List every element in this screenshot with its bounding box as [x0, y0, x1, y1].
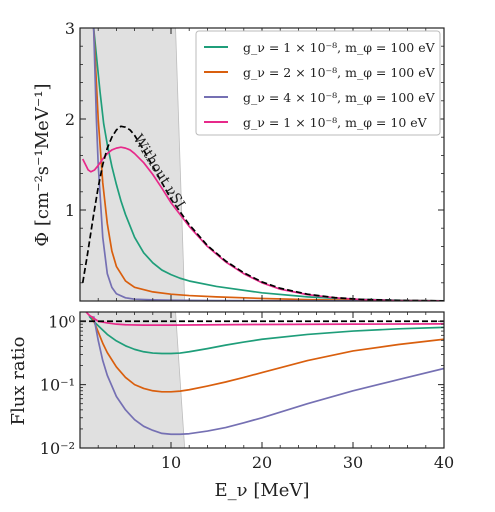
series-line-4 [81, 125, 444, 301]
y-tick-label: 10⁻¹ [40, 376, 75, 395]
legend: g_ν = 1 × 10⁻⁸, m_φ = 100 eV g_ν = 2 × 1… [195, 30, 441, 136]
x-tick-label: 10 [161, 453, 181, 472]
y-tick-label: 10⁰ [48, 312, 75, 331]
y-tick-label: 10⁻² [40, 439, 75, 458]
y-tick-label: 3 [65, 19, 75, 38]
flux-y-axis-label: Φ [cm⁻²s⁻¹MeV⁻¹] [32, 83, 53, 246]
shaded-region [80, 312, 186, 448]
series-line-1 [92, 28, 444, 301]
y-tick-label: 1 [65, 201, 75, 220]
shaded-region-area [80, 312, 186, 448]
series-line-0 [88, 315, 444, 355]
ratio-series-group [80, 312, 444, 436]
ratio-y-axis-label: Flux ratio [8, 337, 29, 426]
legend-box [195, 30, 441, 136]
legend-label: g_ν = 4 × 10⁻⁸, m_φ = 100 eV [243, 90, 436, 105]
ratio-panel: 10 20 30 40 10⁻² 10⁻¹ 10⁰ Flux ratio E_ν [MeV] [8, 311, 454, 501]
shaded-region [80, 28, 186, 301]
flux-panel: 123 Without νSI Φ [cm⁻²s⁻¹MeV⁻¹] g_ν = 1… [32, 19, 445, 302]
series-line-1 [91, 315, 444, 393]
flux-series-group [81, 28, 444, 301]
x-tick-label: 30 [343, 453, 363, 472]
legend-label: g_ν = 2 × 10⁻⁸, m_φ = 100 eV [243, 65, 436, 80]
x-tick-label: 20 [252, 453, 272, 472]
ratio-axis-ticks: 10 20 30 40 10⁻² 10⁻¹ 10⁰ [40, 312, 454, 472]
x-tick-label: 40 [434, 453, 454, 472]
series-line-0 [92, 28, 444, 301]
y-tick-label: 2 [65, 110, 75, 129]
flux-axis-ticks: 1 2 3 [65, 19, 445, 301]
shaded-region-area [80, 28, 186, 301]
series-line-3 [85, 312, 444, 326]
legend-label: g_ν = 1 × 10⁻⁸, m_φ = 10 eV [243, 115, 428, 130]
series-line-2 [92, 316, 444, 436]
x-axis-label: E_ν [MeV] [215, 480, 310, 501]
legend-label: g_ν = 1 × 10⁻⁸, m_φ = 100 eV [243, 40, 436, 55]
